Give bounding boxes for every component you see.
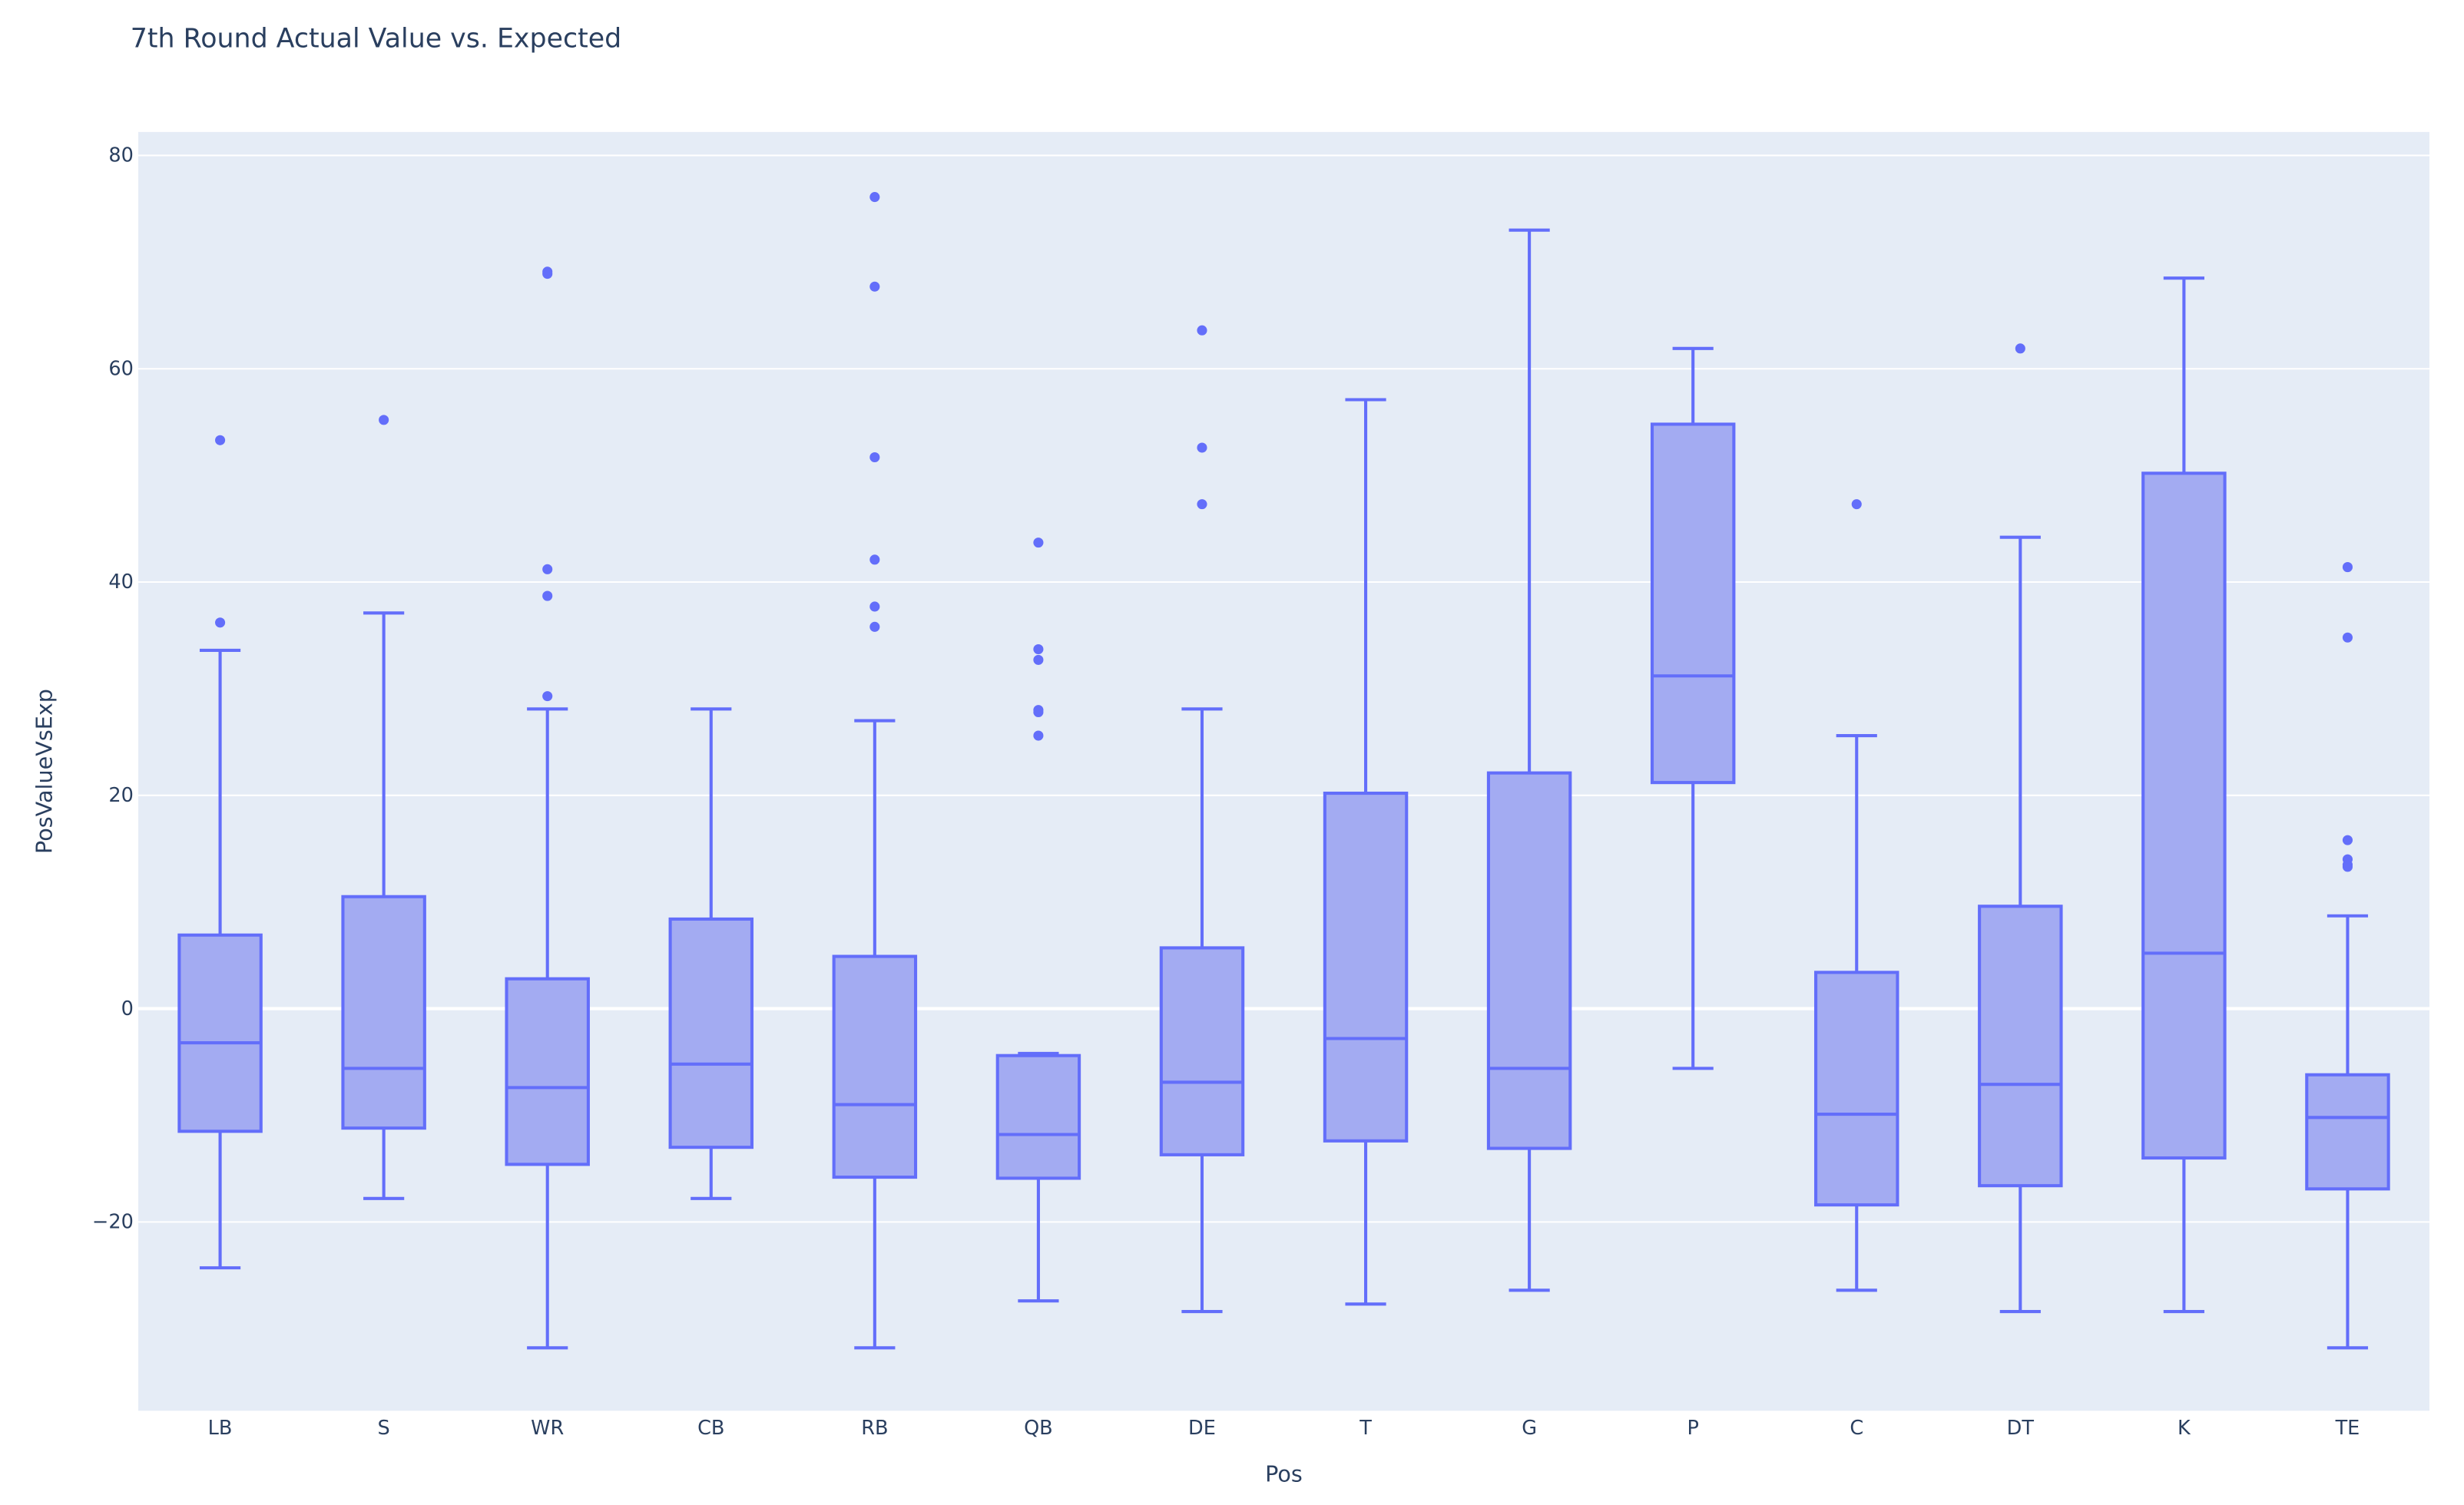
box-rb	[832, 192, 918, 1350]
iqr-box	[1978, 905, 2063, 1188]
box-k	[2141, 276, 2227, 1314]
outlier-point	[2342, 562, 2353, 573]
outlier-point	[1197, 499, 1207, 510]
box-s	[341, 415, 426, 1200]
outlier-point	[1033, 706, 1044, 718]
iqr-box	[341, 895, 426, 1130]
x-tick-label: K	[2178, 1417, 2191, 1440]
y-axis-ticks: −20 0 20 40 60 80	[92, 144, 134, 1234]
iqr-box	[505, 977, 590, 1166]
iqr-box	[1650, 422, 1736, 785]
outlier-point	[869, 621, 880, 632]
chart-title: 7th Round Actual Value vs. Expected	[131, 23, 621, 54]
x-tick-label: CB	[697, 1417, 724, 1440]
box-te	[2305, 562, 2390, 1350]
outlier-point	[1851, 499, 1862, 510]
x-axis-ticks: LB S WR CB RB QB DE T G P C DT K TE	[208, 1417, 2360, 1440]
iqr-box	[177, 933, 263, 1133]
x-tick-label: S	[378, 1417, 390, 1440]
outlier-point	[1197, 325, 1207, 336]
x-tick-label: TE	[2335, 1417, 2360, 1440]
outlier-point	[869, 192, 880, 203]
box-p	[1650, 346, 1736, 1070]
iqr-box	[1159, 946, 1245, 1156]
box-cb	[668, 707, 754, 1200]
outlier-point	[1033, 730, 1044, 741]
y-tick-label: 80	[108, 144, 134, 167]
x-tick-label: C	[1850, 1417, 1863, 1440]
box-dt	[1978, 343, 2063, 1314]
y-tick-label: 60	[108, 357, 134, 380]
outlier-point	[1033, 538, 1044, 548]
x-tick-label: G	[1522, 1417, 1537, 1440]
plot-area	[138, 131, 2429, 1411]
outlier-point	[1033, 643, 1044, 655]
outlier-point	[1197, 442, 1207, 453]
outlier-point	[542, 269, 553, 280]
x-tick-label: LB	[208, 1417, 233, 1440]
iqr-box	[832, 954, 918, 1179]
x-tick-label: RB	[861, 1417, 888, 1440]
box-c	[1814, 499, 1899, 1292]
iqr-box	[2305, 1073, 2390, 1191]
outlier-point	[869, 281, 880, 292]
y-tick-label: −20	[92, 1211, 134, 1234]
outlier-point	[542, 691, 553, 702]
outlier-point	[215, 435, 226, 445]
iqr-box	[2141, 471, 2227, 1160]
iqr-box	[1486, 771, 1572, 1150]
outlier-point	[542, 590, 553, 601]
outlier-point	[869, 452, 880, 463]
y-tick-label: 40	[108, 571, 134, 594]
outlier-point	[2342, 632, 2353, 643]
box-lb	[177, 435, 263, 1270]
outlier-point	[379, 415, 389, 425]
outlier-point	[1033, 654, 1044, 665]
box-t	[1323, 398, 1409, 1306]
outlier-point	[215, 617, 226, 628]
box-wr	[505, 266, 590, 1350]
box-qb	[995, 538, 1081, 1303]
outlier-point	[869, 554, 880, 565]
x-tick-label: T	[1359, 1417, 1372, 1440]
box-g	[1486, 228, 1572, 1292]
iqr-box	[1814, 971, 1899, 1207]
outlier-point	[2342, 862, 2353, 872]
x-tick-label: WR	[531, 1417, 564, 1440]
iqr-box	[995, 1054, 1081, 1180]
x-tick-label: P	[1687, 1417, 1698, 1440]
x-tick-label: DT	[2007, 1417, 2035, 1440]
y-tick-label: 20	[108, 784, 134, 807]
outlier-point	[542, 564, 553, 574]
x-tick-label: QB	[1024, 1417, 1053, 1440]
y-tick-label: 0	[121, 997, 134, 1020]
x-axis-label: Pos	[1265, 1460, 1303, 1487]
x-tick-label: DE	[1188, 1417, 1216, 1440]
y-axis-label: PosValueVsExp	[31, 689, 58, 854]
outlier-point	[2015, 343, 2025, 354]
outlier-point	[2342, 835, 2353, 845]
iqr-box	[1323, 791, 1409, 1143]
outlier-point	[869, 601, 880, 612]
boxes	[177, 192, 2390, 1350]
box-de	[1159, 325, 1245, 1314]
iqr-box	[668, 917, 754, 1149]
